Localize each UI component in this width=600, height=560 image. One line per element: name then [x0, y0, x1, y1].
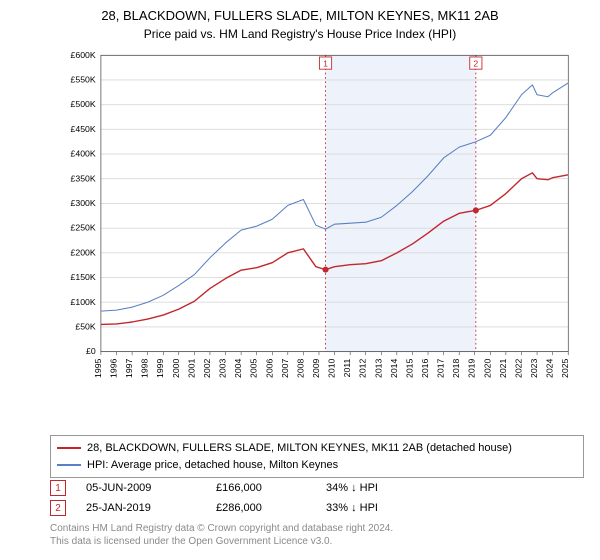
legend-row: 28, BLACKDOWN, FULLERS SLADE, MILTON KEY… [57, 440, 577, 457]
svg-text:2006: 2006 [264, 358, 274, 378]
sale-row: 2 25-JAN-2019£286,00033% ↓ HPI [50, 498, 426, 518]
svg-text:2016: 2016 [420, 358, 430, 378]
sale-pct: 33% ↓ HPI [326, 502, 426, 514]
sale-date: 05-JUN-2009 [86, 482, 216, 494]
svg-text:2000: 2000 [171, 358, 181, 378]
svg-text:2005: 2005 [249, 358, 259, 378]
sale-marker: 1 [50, 480, 66, 496]
svg-text:1997: 1997 [124, 358, 134, 378]
footer-line1: Contains HM Land Registry data © Crown c… [50, 522, 393, 535]
svg-text:£0: £0 [86, 346, 96, 356]
svg-text:£150K: £150K [71, 272, 96, 282]
sales-table: 1 05-JUN-2009£166,00034% ↓ HPI 2 25-JAN-201… [50, 478, 426, 518]
svg-text:£100K: £100K [71, 297, 96, 307]
svg-text:2015: 2015 [404, 358, 414, 378]
svg-text:£400K: £400K [71, 149, 96, 159]
svg-text:£550K: £550K [71, 75, 96, 85]
footer-attribution: Contains HM Land Registry data © Crown c… [50, 522, 393, 548]
svg-text:£500K: £500K [71, 99, 96, 109]
sale-price: £166,000 [216, 482, 326, 494]
svg-text:2012: 2012 [358, 358, 368, 378]
svg-text:2023: 2023 [529, 358, 539, 378]
svg-text:1998: 1998 [140, 358, 150, 378]
svg-text:£300K: £300K [71, 198, 96, 208]
sale-date: 25-JAN-2019 [86, 502, 216, 514]
legend-swatch [57, 464, 81, 466]
svg-text:2021: 2021 [498, 358, 508, 378]
chart-title-line2: Price paid vs. HM Land Registry's House … [0, 25, 600, 41]
line-chart: £0 £50K £100K £150K £200K £250K £300K £350K £400… [50, 50, 586, 390]
svg-text:2001: 2001 [186, 358, 196, 378]
svg-text:2: 2 [473, 59, 478, 69]
svg-text:2013: 2013 [373, 358, 383, 378]
chart-title-line1: 28, BLACKDOWN, FULLERS SLADE, MILTON KEY… [0, 0, 600, 25]
svg-text:2002: 2002 [202, 358, 212, 378]
svg-text:1: 1 [323, 59, 328, 69]
svg-text:2025: 2025 [560, 358, 570, 378]
svg-text:2009: 2009 [311, 358, 321, 378]
svg-text:2020: 2020 [482, 358, 492, 378]
sale-row: 1 05-JUN-2009£166,00034% ↓ HPI [50, 478, 426, 498]
svg-text:2007: 2007 [280, 358, 290, 378]
svg-text:£50K: £50K [75, 322, 96, 332]
legend: 28, BLACKDOWN, FULLERS SLADE, MILTON KEY… [50, 435, 584, 478]
chart-container: 28, BLACKDOWN, FULLERS SLADE, MILTON KEY… [0, 0, 600, 560]
svg-text:1996: 1996 [108, 358, 118, 378]
svg-text:£200K: £200K [71, 247, 96, 257]
svg-text:£350K: £350K [71, 173, 96, 183]
sale-marker: 2 [50, 500, 66, 516]
svg-text:£450K: £450K [71, 124, 96, 134]
svg-text:2003: 2003 [218, 358, 228, 378]
svg-text:2018: 2018 [451, 358, 461, 378]
svg-text:1999: 1999 [155, 358, 165, 378]
svg-text:2024: 2024 [545, 358, 555, 378]
legend-swatch [57, 447, 81, 449]
svg-text:£600K: £600K [71, 50, 96, 60]
svg-text:£250K: £250K [71, 223, 96, 233]
sale-price: £286,000 [216, 502, 326, 514]
legend-label: HPI: Average price, detached house, Milt… [87, 457, 338, 474]
svg-text:1995: 1995 [93, 358, 103, 378]
svg-text:2014: 2014 [389, 358, 399, 378]
legend-row: HPI: Average price, detached house, Milt… [57, 457, 577, 474]
svg-text:2004: 2004 [233, 358, 243, 378]
svg-text:2010: 2010 [327, 358, 337, 378]
svg-text:2008: 2008 [295, 358, 305, 378]
svg-text:2011: 2011 [342, 358, 352, 377]
svg-text:2017: 2017 [436, 358, 446, 378]
footer-line2: This data is licensed under the Open Gov… [50, 535, 393, 548]
svg-text:2019: 2019 [467, 358, 477, 378]
svg-text:2022: 2022 [513, 358, 523, 378]
legend-label: 28, BLACKDOWN, FULLERS SLADE, MILTON KEY… [87, 440, 512, 457]
sale-pct: 34% ↓ HPI [326, 482, 426, 494]
